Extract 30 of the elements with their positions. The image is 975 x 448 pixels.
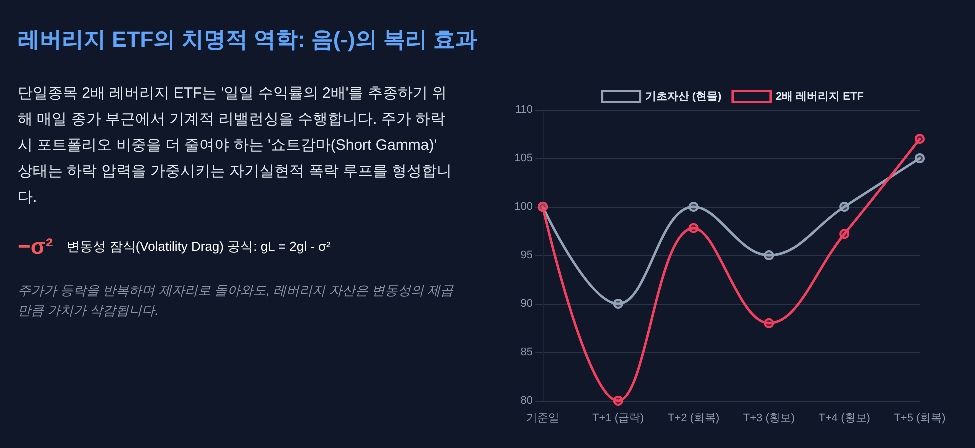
x-tick-label: T+2 (회복) (668, 412, 720, 424)
x-tick-label: T+1 (급락) (592, 412, 644, 424)
x-tick-label: T+3 (횡보) (743, 412, 796, 424)
text: 변동성 잠식(Volatility Drag) 공식: gL = 2gl - σ² (67, 238, 331, 256)
y-tick-label: 110 (515, 104, 533, 116)
text: 단일종목 2배 레버리지 ETF는 '일일 수익률의 2배'를 추종하기 위해 매일 종가 부근에서 기계적 리밸런싱을 수행합니다. 주가 하락 시 포트폴리오 비중을 더 줄여야 하는 '쇼트감마(Short Gamma)' 상태는 하락 압력을 가중시키는 자기실현적 폭락 루프를 형성합니다. (18, 84, 454, 208)
point (915, 154, 925, 164)
point (840, 202, 850, 212)
point (915, 134, 925, 144)
x-tick-label: 기준일 (526, 412, 560, 424)
y-tick-label: 95 (520, 250, 533, 262)
y-tick-label: 105 (514, 152, 533, 164)
point (613, 299, 624, 309)
y-tick-label: 90 (520, 298, 533, 310)
y-tick-label: 100 (514, 201, 533, 213)
text: −σ² (18, 234, 54, 260)
x-tick-label: T+5 (회복) (894, 412, 946, 424)
point (688, 202, 699, 212)
point (764, 318, 774, 328)
text: 레버리지 ETF의 치명적 역학: 음(-)의 복리 효과 (18, 26, 478, 54)
y-tick-label: 80 (520, 395, 533, 407)
text: 주가가 등락을 반복하며 제자리로 돌아와도, 레버리지 자산은 변동성의 제곱 만큼 가치가 삭감됩니다. (18, 282, 455, 320)
point (613, 396, 624, 406)
y-tick-label: 85 (520, 346, 533, 358)
legend-label: 2배 레버리지 ETF (776, 90, 864, 103)
point (764, 250, 774, 260)
point (688, 223, 699, 234)
x-tick-label: T+4 (횡보) (818, 412, 870, 424)
legend-label: 기초자산 (현물) (645, 90, 722, 103)
point (840, 229, 850, 240)
